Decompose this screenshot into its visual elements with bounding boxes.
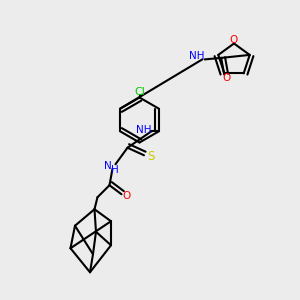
Text: NH: NH: [136, 125, 152, 135]
Text: O: O: [123, 191, 131, 201]
Text: NH: NH: [189, 51, 205, 62]
Text: Cl: Cl: [134, 87, 145, 97]
Text: S: S: [147, 150, 154, 163]
Text: N: N: [104, 161, 112, 171]
Text: O: O: [223, 73, 231, 83]
Text: H: H: [111, 165, 119, 175]
Text: O: O: [230, 35, 238, 45]
